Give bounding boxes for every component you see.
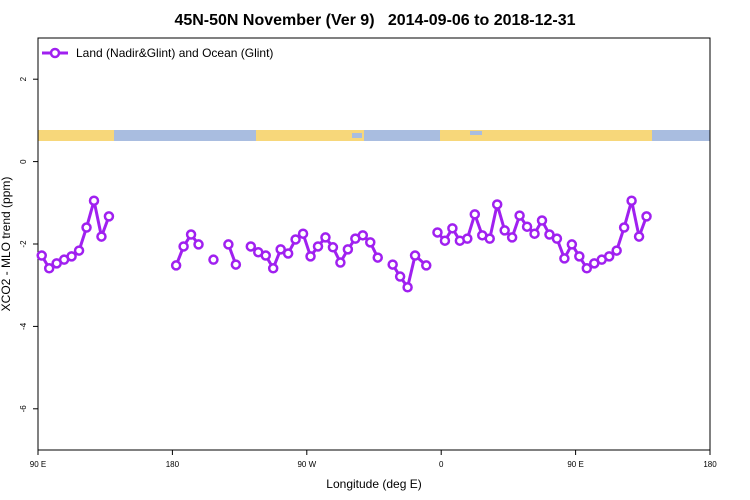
point <box>574 251 585 262</box>
point <box>282 248 294 259</box>
point <box>469 209 481 220</box>
point <box>633 231 645 242</box>
point <box>611 245 622 256</box>
y-tick-label: -6 <box>19 405 28 413</box>
point <box>521 221 533 232</box>
point <box>260 250 271 261</box>
legend-marker <box>49 47 61 59</box>
point <box>245 241 257 252</box>
y-tick-label: 0 <box>19 159 28 164</box>
point <box>335 257 346 268</box>
point <box>394 271 406 282</box>
point <box>88 195 100 206</box>
point <box>312 241 324 252</box>
point <box>357 230 369 241</box>
point <box>409 250 421 261</box>
x-tick-label: 180 <box>703 460 717 469</box>
point <box>365 237 376 248</box>
point <box>387 259 398 270</box>
y-tick-label: -2 <box>19 240 28 248</box>
point <box>372 252 383 263</box>
x-tick-label: 0 <box>439 460 444 469</box>
map-strip <box>38 130 710 141</box>
point <box>208 254 219 265</box>
point <box>641 211 652 222</box>
point <box>514 210 525 221</box>
point <box>491 199 503 210</box>
point <box>529 228 540 239</box>
point <box>305 251 316 262</box>
series-line <box>40 200 648 291</box>
point <box>506 232 518 243</box>
point <box>421 260 432 271</box>
point <box>536 215 548 226</box>
point <box>462 233 473 244</box>
y-axis-label: XCO2 - MLO trend (ppm) <box>0 177 13 312</box>
point <box>432 227 443 238</box>
point <box>559 253 570 264</box>
point <box>275 244 286 255</box>
point <box>581 263 593 274</box>
x-axis-label: Longitude (deg E) <box>326 477 421 491</box>
point <box>626 195 637 206</box>
point <box>499 225 510 236</box>
point <box>43 263 55 274</box>
y-tick-label: -4 <box>19 322 28 330</box>
point <box>178 241 189 252</box>
point <box>193 239 204 250</box>
point <box>320 232 331 243</box>
chart-title: 45N-50N November (Ver 9) 2014-09-06 to 2… <box>174 12 575 29</box>
x-tick-label: 180 <box>166 460 180 469</box>
point <box>81 222 92 233</box>
x-tick-label: 90 E <box>30 460 46 469</box>
point <box>66 251 77 262</box>
x-tick-label: 90 E <box>567 460 583 469</box>
point <box>327 242 339 253</box>
point <box>73 245 85 256</box>
point <box>484 233 495 244</box>
point <box>603 251 615 262</box>
point <box>566 239 578 250</box>
point <box>185 229 197 240</box>
point <box>402 282 413 293</box>
point <box>551 233 563 244</box>
point <box>223 239 234 250</box>
point <box>96 231 107 242</box>
point <box>36 250 47 261</box>
point <box>618 222 630 233</box>
legend-label: Land (Nadir&Glint) and Ocean (Glint) <box>76 46 273 60</box>
point <box>103 211 115 222</box>
point <box>230 259 242 270</box>
x-tick-label: 90 W <box>297 460 316 469</box>
point <box>290 234 301 245</box>
y-tick-label: 2 <box>19 76 28 81</box>
point <box>267 263 279 274</box>
point <box>447 223 458 234</box>
point <box>342 244 354 255</box>
point <box>439 235 451 246</box>
point <box>170 260 182 271</box>
point <box>297 228 309 239</box>
point <box>544 229 555 240</box>
